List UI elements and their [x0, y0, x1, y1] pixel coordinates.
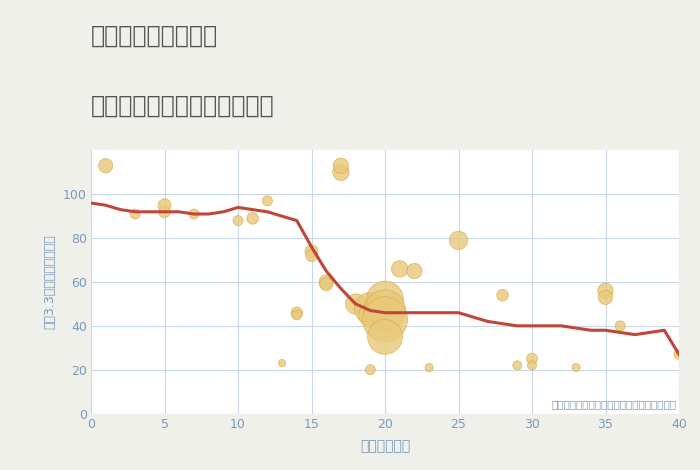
Point: [526, 355, 538, 362]
Point: [335, 162, 346, 170]
Point: [247, 215, 258, 222]
Point: [276, 360, 288, 367]
Point: [600, 294, 611, 301]
Text: 円の大きさは、取引のあった物件面積を示す: 円の大きさは、取引のあった物件面積を示す: [551, 399, 676, 409]
Point: [570, 364, 582, 371]
Point: [526, 361, 538, 369]
Point: [306, 248, 317, 255]
Point: [262, 197, 273, 204]
Text: 奈良県橿原市和田町: 奈良県橿原市和田町: [91, 24, 218, 47]
Point: [306, 252, 317, 259]
Point: [350, 300, 361, 308]
Point: [424, 364, 435, 371]
Point: [291, 309, 302, 316]
Point: [100, 162, 111, 170]
Point: [394, 265, 405, 273]
Point: [409, 267, 420, 275]
Point: [379, 333, 391, 341]
X-axis label: 築年数（年）: 築年数（年）: [360, 439, 410, 453]
Point: [365, 311, 376, 319]
Point: [291, 311, 302, 319]
Point: [453, 236, 464, 244]
Text: 築年数別中古マンション価格: 築年数別中古マンション価格: [91, 94, 274, 118]
Point: [379, 315, 391, 323]
Point: [673, 351, 685, 358]
Point: [365, 305, 376, 312]
Y-axis label: 坪（3.3㎡）単価（万円）: 坪（3.3㎡）単価（万円）: [43, 235, 56, 329]
Point: [321, 281, 332, 288]
Point: [321, 278, 332, 286]
Point: [497, 291, 508, 299]
Point: [159, 208, 170, 216]
Point: [615, 322, 626, 329]
Point: [379, 296, 391, 303]
Point: [512, 361, 523, 369]
Point: [379, 307, 391, 314]
Point: [335, 169, 346, 176]
Point: [600, 287, 611, 295]
Point: [130, 210, 141, 218]
Point: [232, 217, 244, 224]
Point: [159, 202, 170, 209]
Point: [365, 366, 376, 374]
Point: [188, 210, 199, 218]
